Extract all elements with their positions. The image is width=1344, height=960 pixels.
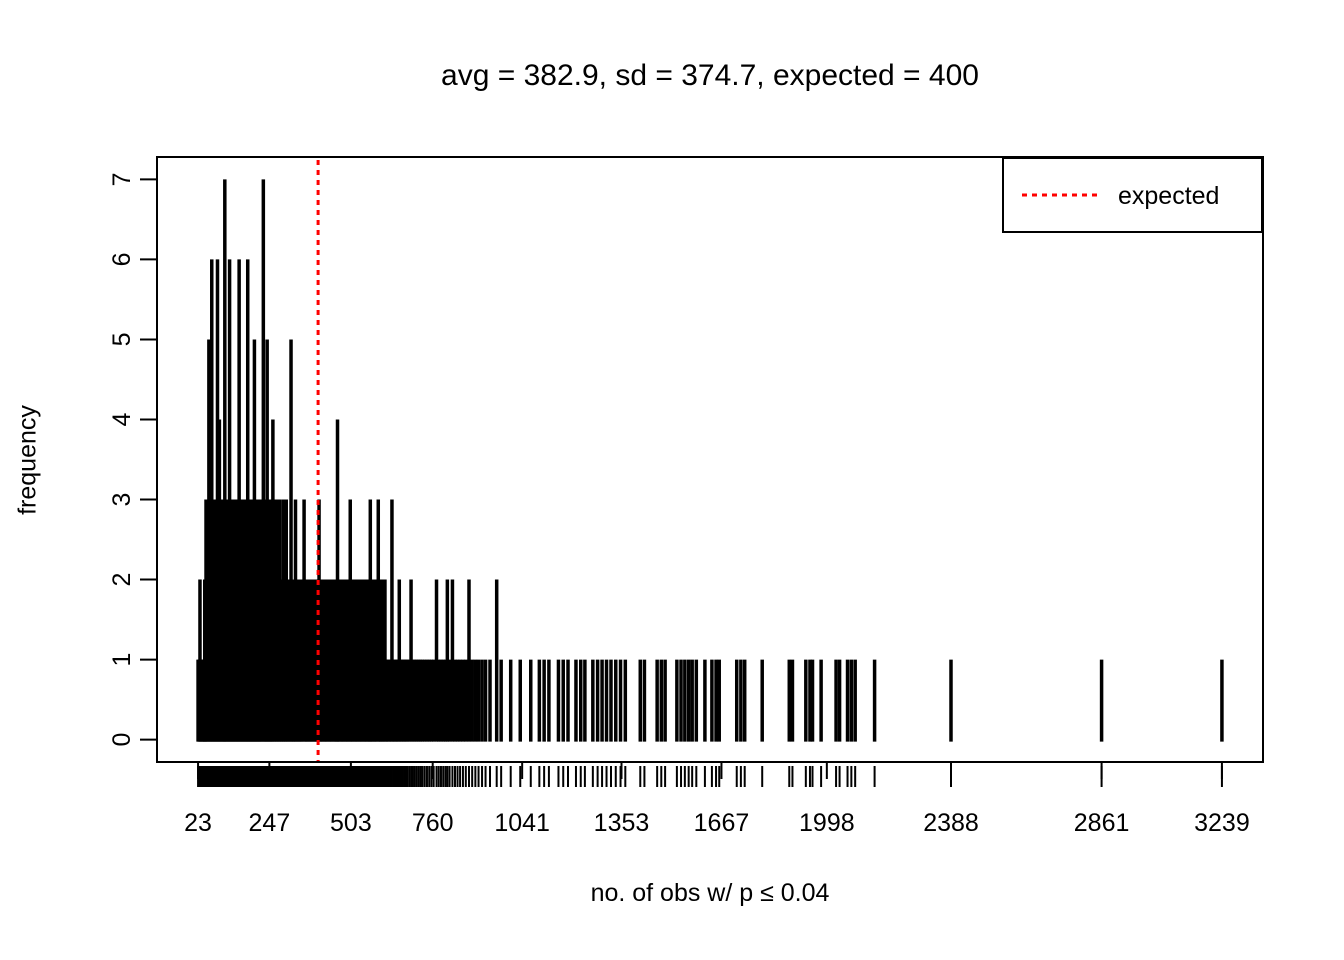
x-tick-label: 23 — [184, 809, 212, 837]
y-axis: 0 1 2 3 4 5 6 7 — [108, 172, 157, 747]
x-tick-label: 1667 — [694, 809, 750, 837]
x-tick-label: 247 — [249, 809, 291, 837]
y-tick-label: 6 — [108, 252, 136, 266]
x-axis: 23 247 503 760 1041 1353 1667 1998 2388 2861 3239 — [184, 762, 1250, 837]
y-tick-label: 0 — [108, 733, 136, 747]
x-tick-label: 1998 — [799, 809, 855, 837]
x-tick-label: 1041 — [494, 809, 550, 837]
y-tick-label: 4 — [108, 412, 136, 426]
legend: expected — [1002, 157, 1263, 233]
y-tick-label: 5 — [108, 333, 136, 347]
rug-group — [197, 766, 1223, 787]
legend-label: expected — [1118, 182, 1219, 210]
plot-border — [156, 156, 1264, 763]
x-axis-label: no. of obs w/ p ≤ 0.04 — [590, 879, 830, 907]
spikes-group — [196, 179, 1224, 742]
x-tick-label: 3239 — [1194, 809, 1250, 837]
y-tick-label: 2 — [108, 573, 136, 587]
y-tick-label: 3 — [108, 493, 136, 507]
y-tick-label: 7 — [108, 172, 136, 186]
x-tick-label: 503 — [330, 809, 372, 837]
x-tick-label: 1353 — [594, 809, 650, 837]
x-tick-label: 760 — [412, 809, 454, 837]
chart-title: avg = 382.9, sd = 374.7, expected = 400 — [441, 59, 979, 92]
y-tick-label: 1 — [108, 653, 136, 667]
x-tick-label: 2861 — [1074, 809, 1130, 837]
x-tick-label: 2388 — [923, 809, 979, 837]
